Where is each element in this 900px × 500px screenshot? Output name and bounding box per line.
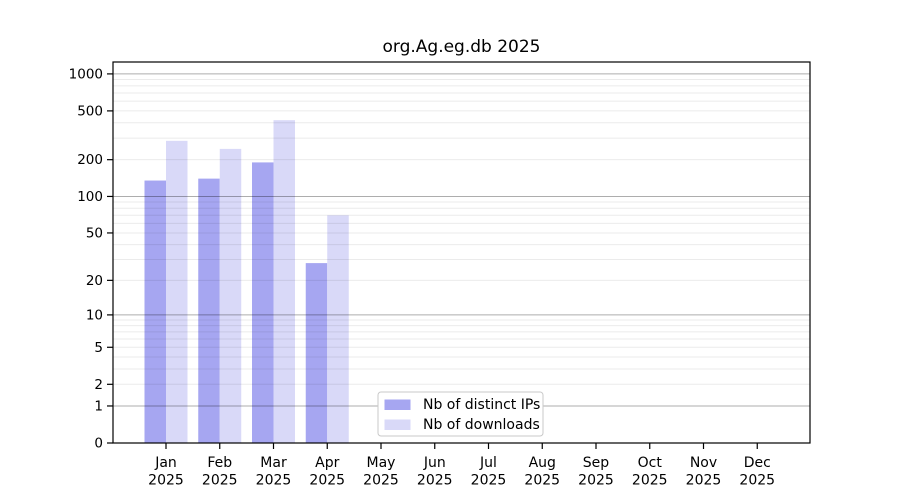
y-tick-label: 5 [94, 340, 103, 356]
legend-label-distinct-ips: Nb of distinct IPs [423, 397, 540, 413]
y-tick-label: 500 [77, 103, 103, 119]
x-tick-label-year: 2025 [739, 473, 775, 489]
chart-title: org.Ag.eg.db 2025 [382, 37, 540, 57]
bar-jan-distinct-ips [144, 180, 166, 443]
x-tick-label-month: Jun [423, 455, 446, 471]
y-tick-label: 50 [86, 225, 103, 241]
x-tick-label-month: Aug [529, 455, 556, 471]
y-tick-label: 10 [86, 307, 103, 323]
x-tick-label-month: Oct [638, 455, 663, 471]
y-tick-label: 0 [94, 436, 103, 452]
plot-frame [112, 61, 811, 444]
x-tick-label-month: Jul [479, 455, 497, 471]
x-tick-label-year: 2025 [363, 473, 399, 489]
bar-jan-downloads [166, 140, 188, 444]
legend-swatch-downloads [384, 419, 411, 430]
x-tick-label-year: 2025 [202, 473, 238, 489]
x-tick-label-year: 2025 [417, 473, 453, 489]
x-tick-label-month: Dec [744, 455, 771, 471]
bar-feb-distinct-ips [198, 178, 220, 444]
bar-apr-downloads [327, 215, 349, 443]
x-tick-label-year: 2025 [686, 473, 722, 489]
x-tick-label-year: 2025 [578, 473, 614, 489]
y-tick-label: 1 [94, 398, 103, 414]
y-axis: 0 1 2 5 10 20 50 100 200 500 1000 [69, 66, 113, 452]
x-axis: Jan 2025 Feb 2025 Mar 2025 Apr 2025 May 2025 Jun 20… [148, 443, 775, 489]
x-tick-label-year: 2025 [148, 473, 184, 489]
x-tick-label-month: Jan [154, 455, 177, 471]
x-tick-label-month: Sep [583, 455, 610, 471]
bar-mar-downloads [273, 120, 295, 444]
y-tick-label: 1000 [69, 66, 103, 82]
bar-feb-downloads [219, 148, 242, 443]
legend: Nb of distinct IPs Nb of downloads [377, 391, 544, 437]
y-tick-label: 100 [77, 189, 103, 205]
x-tick-label-year: 2025 [471, 473, 507, 489]
legend-box [377, 391, 544, 437]
x-tick-label-month: May [367, 455, 396, 471]
x-tick-label-year: 2025 [524, 473, 560, 489]
bar-apr-distinct-ips [305, 263, 328, 443]
bar-mar-distinct-ips [252, 162, 274, 443]
y-tick-label: 20 [86, 273, 103, 289]
x-tick-label-month: Mar [260, 455, 287, 471]
y-tick-label: 2 [94, 377, 103, 393]
x-tick-label-month: Apr [315, 455, 339, 471]
x-tick-label-month: Feb [207, 455, 232, 471]
y-tick-label: 200 [77, 152, 103, 168]
x-tick-label-year: 2025 [309, 473, 345, 489]
x-tick-label-year: 2025 [256, 473, 292, 489]
legend-label-downloads: Nb of downloads [423, 417, 540, 433]
gridlines [113, 73, 810, 407]
x-tick-label-month: Nov [690, 455, 717, 471]
legend-swatch-distinct-ips [384, 399, 411, 410]
bars [144, 120, 349, 444]
x-tick-label-year: 2025 [632, 473, 668, 489]
